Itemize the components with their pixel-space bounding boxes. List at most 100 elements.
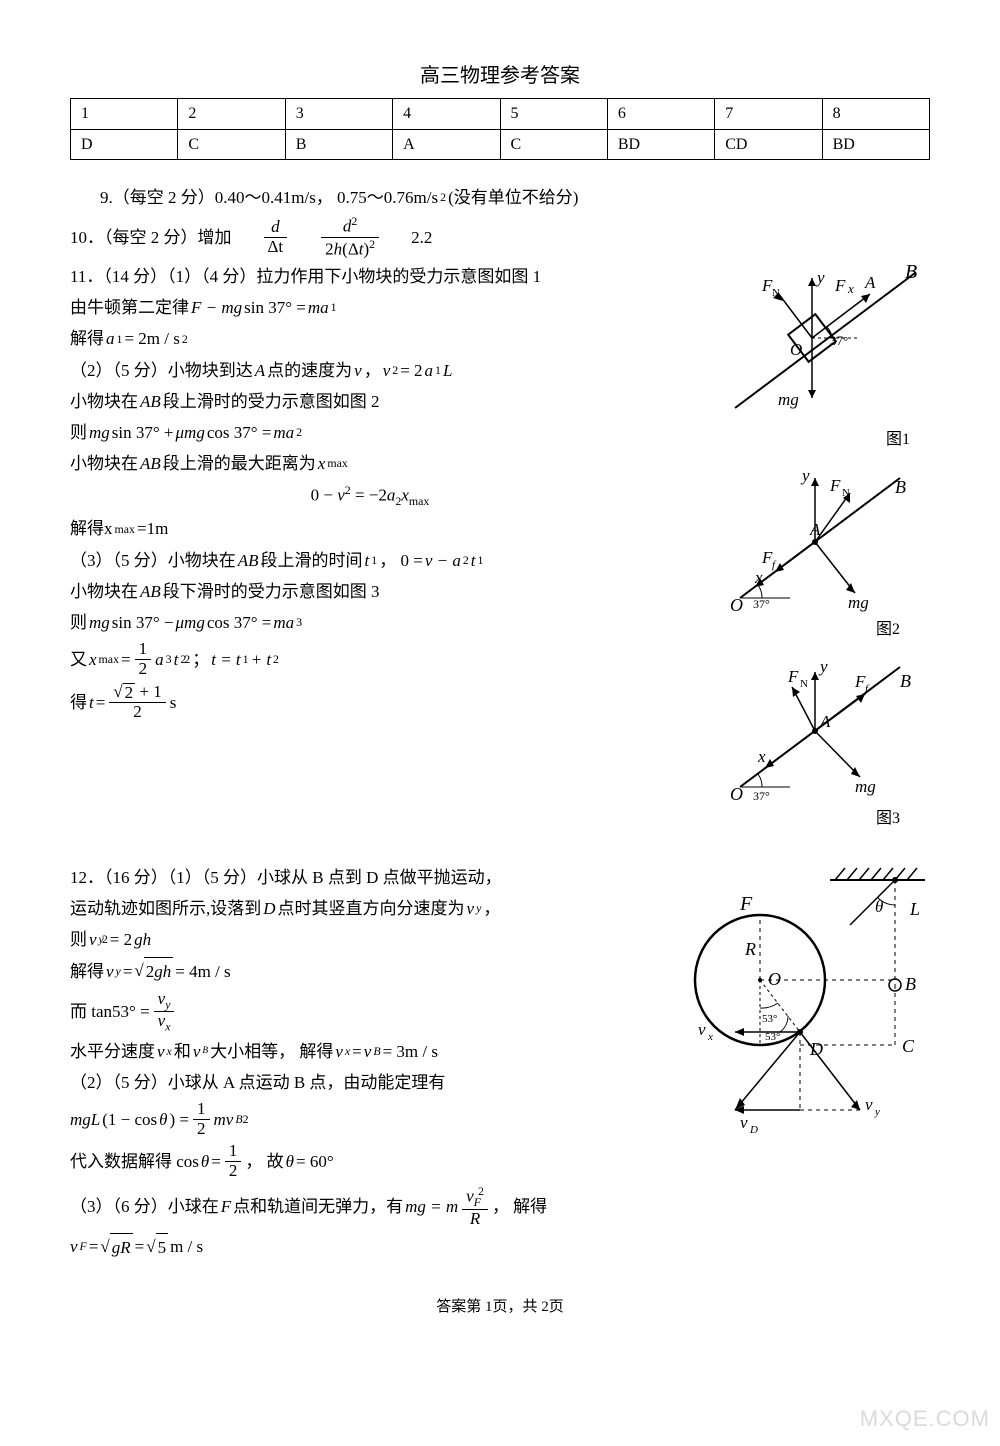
svg-text:N: N bbox=[842, 487, 850, 499]
svg-text:y: y bbox=[874, 1106, 880, 1118]
q10-value: 2.2 bbox=[411, 224, 432, 251]
q9-line: 9.（每空 2 分）0.40～0.41m/s， 0.75～0.76m/s2(没有… bbox=[100, 184, 930, 211]
q9-sup: 2 bbox=[440, 188, 446, 207]
figure-3-caption: 图3 bbox=[720, 806, 930, 832]
table-answer-cell: BD bbox=[607, 129, 714, 160]
q10-prefix: 10．（每空 2 分）增加 bbox=[70, 224, 232, 251]
figure-4: θ L O R F B C D 53° 53° bbox=[680, 860, 930, 1140]
q11-l3: 解得 a1 = 2m / s2 bbox=[70, 325, 710, 352]
table-answer-cell: B bbox=[285, 129, 392, 160]
q11-l12: 则 mg sin 37° − μmg cos 37° = ma3 bbox=[70, 609, 710, 636]
watermark: MXQE.COM bbox=[860, 1401, 990, 1436]
q12-l1: 12．（16 分）（1）（5 分）小球从 B 点到 D 点做平抛运动， bbox=[70, 864, 670, 891]
figure-column-2: θ L O R F B C D 53° 53° bbox=[680, 860, 930, 1146]
svg-text:37°: 37° bbox=[753, 789, 770, 802]
svg-text:θ: θ bbox=[875, 897, 883, 916]
table-header-cell: 2 bbox=[178, 99, 285, 130]
q11-l5: 小物块在 AB 段上滑时的受力示意图如图 2 bbox=[70, 388, 710, 415]
svg-text:F: F bbox=[739, 893, 753, 915]
svg-text:O: O bbox=[790, 340, 802, 359]
table-answer-cell: D bbox=[71, 129, 178, 160]
table-answer-cell: C bbox=[178, 129, 285, 160]
main-content: 9.（每空 2 分）0.40～0.41m/s， 0.75～0.76m/s2(没有… bbox=[70, 184, 930, 1261]
svg-text:37°: 37° bbox=[830, 333, 848, 348]
figure-2-caption: 图2 bbox=[720, 617, 930, 643]
svg-text:A: A bbox=[864, 273, 876, 292]
svg-text:v: v bbox=[865, 1095, 873, 1114]
figure-column-1: FN y F x A B mg O 37° 图1 O B A bbox=[720, 263, 930, 842]
figure-1: FN y F x A B mg O 37° bbox=[720, 263, 920, 423]
q12-l7: （2）（5 分）小球从 A 点运动 B 点，由动能定理有 bbox=[70, 1069, 670, 1096]
table-row: D C B A C BD CD BD bbox=[71, 129, 930, 160]
q11-l11: 小物块在 AB 段下滑时的受力示意图如图 3 bbox=[70, 578, 710, 605]
svg-text:F: F bbox=[829, 476, 841, 495]
q12-l9: 代入数据解得 cosθ = 12 ， 故 θ = 60° bbox=[70, 1142, 670, 1180]
q9-text: 9.（每空 2 分）0.40～0.41m/s， 0.75～0.76m/s bbox=[100, 184, 438, 211]
svg-text:y: y bbox=[818, 657, 828, 676]
q11-l9: 解得xmax=1m bbox=[70, 515, 710, 542]
q12-l11: vF = √gR = √5 m / s bbox=[70, 1233, 930, 1261]
table-header-cell: 7 bbox=[715, 99, 822, 130]
frac-den: 2h(Δt)2 bbox=[321, 238, 379, 259]
svg-text:f: f bbox=[772, 559, 777, 571]
svg-text:L: L bbox=[909, 899, 920, 919]
frac-num: d bbox=[264, 218, 288, 238]
q11-l10: （3）（5 分）小物块在 AB 段上滑的时间 t1， 0 = v − a2t1 bbox=[70, 547, 710, 574]
table-header-cell: 5 bbox=[500, 99, 607, 130]
svg-text:x: x bbox=[707, 1031, 713, 1043]
svg-text:B: B bbox=[895, 477, 906, 497]
table-answer-cell: A bbox=[393, 129, 500, 160]
q12-l2: 运动轨迹如图所示,设落到 D 点时其竖直方向分速度为 vy， bbox=[70, 895, 670, 922]
svg-text:R: R bbox=[744, 939, 756, 959]
svg-text:F: F bbox=[787, 667, 799, 686]
svg-text:mg: mg bbox=[855, 777, 876, 796]
svg-text:D: D bbox=[749, 1124, 758, 1136]
q12-l4: 解得 vy = √2gh = 4m / s bbox=[70, 957, 670, 985]
q12-l6: 水平分速度 vx 和 vB 大小相等， 解得 vx = vB = 3m / s bbox=[70, 1038, 670, 1065]
q12-l3: 则 vy2 = 2gh bbox=[70, 926, 670, 953]
q12-l10: （3）（6 分）小球在 F 点和轨道间无弹力，有 mg = m vF2 R ， … bbox=[70, 1185, 930, 1229]
figure-3: O B A FN y Ff x mg 37° bbox=[720, 652, 920, 802]
q11-l14: 得 t = √2 + 1 2 s bbox=[70, 683, 710, 722]
svg-text:v: v bbox=[698, 1020, 706, 1039]
frac-den: Δt bbox=[264, 238, 288, 257]
svg-text:53°: 53° bbox=[765, 1031, 780, 1043]
svg-text:y: y bbox=[800, 466, 810, 485]
table-answer-cell: CD bbox=[715, 129, 822, 160]
frac-num: d2 bbox=[321, 215, 379, 237]
svg-text:37°: 37° bbox=[753, 597, 770, 611]
q11-l1: 11．（14 分）（1）（4 分）拉力作用下小物块的受力示意图如图 1 bbox=[70, 263, 710, 290]
q11-l7: 小物块在 AB 段上滑的最大距离为 xmax bbox=[70, 450, 710, 477]
figure-1-caption: 图1 bbox=[720, 427, 930, 453]
svg-text:D: D bbox=[809, 1039, 823, 1059]
svg-text:53°: 53° bbox=[762, 1013, 777, 1025]
svg-text:C: C bbox=[902, 1036, 915, 1056]
svg-text:mg: mg bbox=[778, 390, 799, 409]
q10-line: 10．（每空 2 分）增加 d Δt d2 2h(Δt)2 2.2 bbox=[70, 215, 930, 259]
q11-l13: 又 xmax = 12 a3t22 ； t = t1 + t2 bbox=[70, 640, 710, 678]
svg-text:mg: mg bbox=[848, 593, 869, 612]
table-header-cell: 8 bbox=[822, 99, 929, 130]
svg-text:O: O bbox=[768, 969, 781, 989]
table-header-cell: 1 bbox=[71, 99, 178, 130]
page-title: 高三物理参考答案 bbox=[70, 60, 930, 92]
table-header-cell: 4 bbox=[393, 99, 500, 130]
q11-l6: 则 mg sin 37° + μmg cos 37° = ma2 bbox=[70, 419, 710, 446]
table-header-cell: 6 bbox=[607, 99, 714, 130]
svg-text:N: N bbox=[800, 678, 808, 690]
svg-text:A: A bbox=[819, 712, 831, 731]
q9-suffix: (没有单位不给分) bbox=[448, 184, 578, 211]
svg-text:N: N bbox=[772, 287, 780, 299]
svg-text:x: x bbox=[757, 747, 766, 766]
q12-l5: 而 tan53° = vy vx bbox=[70, 990, 670, 1034]
page-footer: 答案第 1页，共 2页 bbox=[70, 1295, 930, 1319]
svg-text:B: B bbox=[900, 671, 911, 691]
svg-text:y: y bbox=[815, 268, 825, 287]
q11-l4: （2）（5 分）小物块到达 A 点的速度为 v，v2 = 2a1L bbox=[70, 357, 710, 384]
q11-l2: 由牛顿第二定律 F − mg sin 37° = ma1 bbox=[70, 294, 710, 321]
figure-2: O B A FN y Ff x mg 37° bbox=[720, 463, 920, 613]
q10-frac2: d2 2h(Δt)2 bbox=[321, 215, 379, 259]
svg-text:B: B bbox=[905, 974, 916, 994]
table-header-cell: 3 bbox=[285, 99, 392, 130]
table-answer-cell: C bbox=[500, 129, 607, 160]
